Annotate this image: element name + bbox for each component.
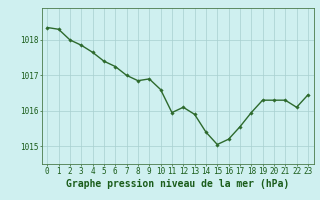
X-axis label: Graphe pression niveau de la mer (hPa): Graphe pression niveau de la mer (hPa) <box>66 179 289 189</box>
